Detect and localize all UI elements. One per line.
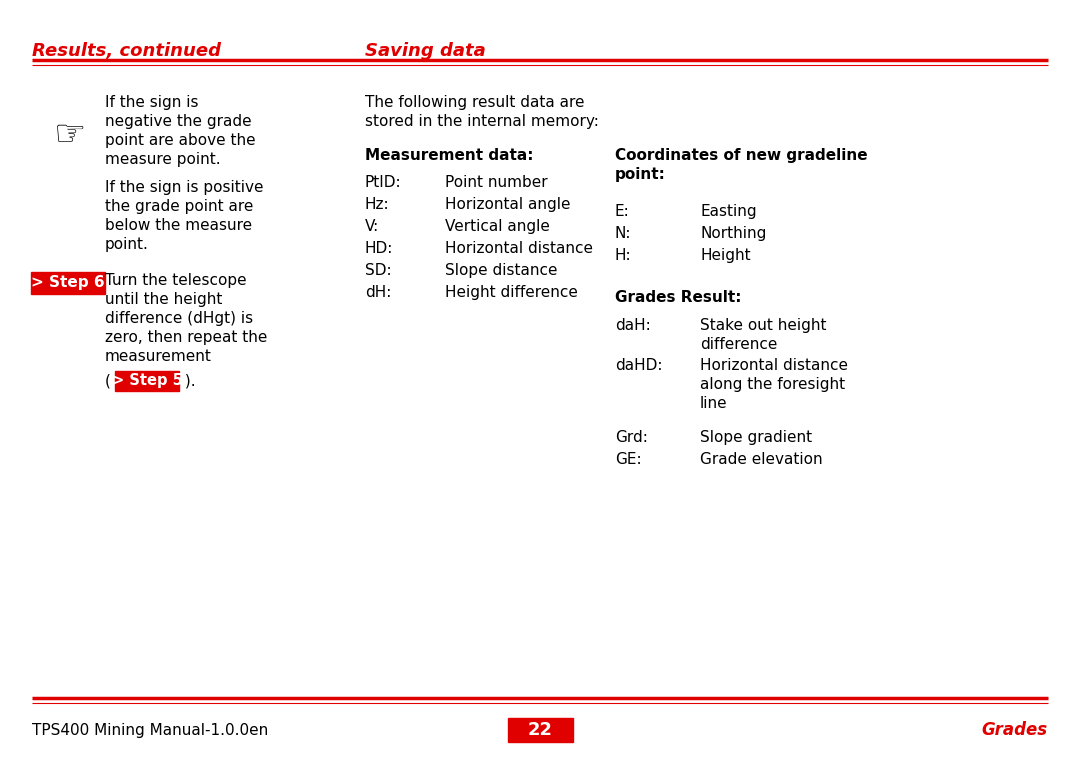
Text: N:: N: bbox=[615, 226, 632, 241]
Text: > Step 5: > Step 5 bbox=[111, 373, 183, 389]
Text: negative the grade: negative the grade bbox=[105, 114, 252, 129]
Text: point:: point: bbox=[615, 167, 666, 182]
Text: H:: H: bbox=[615, 248, 632, 263]
Text: Vertical angle: Vertical angle bbox=[445, 219, 550, 234]
Text: measurement: measurement bbox=[105, 349, 212, 364]
Text: PtID:: PtID: bbox=[365, 175, 402, 190]
Text: Height difference: Height difference bbox=[445, 285, 578, 300]
Text: Grades: Grades bbox=[982, 721, 1048, 739]
Text: > Step 6: > Step 6 bbox=[31, 276, 105, 290]
Text: If the sign is positive: If the sign is positive bbox=[105, 180, 264, 195]
Text: Grades Result:: Grades Result: bbox=[615, 290, 742, 305]
Text: zero, then repeat the: zero, then repeat the bbox=[105, 330, 268, 345]
Text: Grd:: Grd: bbox=[615, 430, 648, 445]
Text: below the measure: below the measure bbox=[105, 218, 252, 233]
Text: measure point.: measure point. bbox=[105, 152, 220, 167]
Text: Slope gradient: Slope gradient bbox=[700, 430, 812, 445]
Text: TPS400 Mining Manual-1.0.0en: TPS400 Mining Manual-1.0.0en bbox=[32, 723, 268, 737]
Text: daH:: daH: bbox=[615, 318, 651, 333]
Text: Easting: Easting bbox=[700, 204, 757, 219]
Text: HD:: HD: bbox=[365, 241, 393, 256]
Text: along the foresight: along the foresight bbox=[700, 377, 846, 392]
Text: Stake out height: Stake out height bbox=[700, 318, 826, 333]
Text: Horizontal distance: Horizontal distance bbox=[445, 241, 593, 256]
Text: difference: difference bbox=[700, 337, 778, 352]
Text: the grade point are: the grade point are bbox=[105, 199, 254, 214]
Text: dH:: dH: bbox=[365, 285, 391, 300]
Text: point are above the: point are above the bbox=[105, 133, 256, 148]
Text: Results, continued: Results, continued bbox=[32, 42, 221, 60]
Text: Grade elevation: Grade elevation bbox=[700, 452, 823, 467]
Text: Point number: Point number bbox=[445, 175, 548, 190]
Text: Height: Height bbox=[700, 248, 751, 263]
Text: E:: E: bbox=[615, 204, 630, 219]
Text: SD:: SD: bbox=[365, 263, 392, 278]
Text: GE:: GE: bbox=[615, 452, 642, 467]
Text: Northing: Northing bbox=[700, 226, 767, 241]
FancyBboxPatch shape bbox=[31, 272, 105, 294]
Text: stored in the internal memory:: stored in the internal memory: bbox=[365, 114, 599, 129]
Text: line: line bbox=[700, 396, 728, 411]
Text: Coordinates of new gradeline: Coordinates of new gradeline bbox=[615, 148, 867, 163]
Text: point.: point. bbox=[105, 237, 149, 252]
Text: Turn the telescope: Turn the telescope bbox=[105, 273, 246, 288]
Text: Slope distance: Slope distance bbox=[445, 263, 557, 278]
Text: The following result data are: The following result data are bbox=[365, 95, 584, 110]
Text: ).: ). bbox=[180, 373, 195, 388]
Text: 22: 22 bbox=[527, 721, 553, 739]
Text: difference (dHgt) is: difference (dHgt) is bbox=[105, 311, 253, 326]
Text: Hz:: Hz: bbox=[365, 197, 390, 212]
Text: If the sign is: If the sign is bbox=[105, 95, 199, 110]
Text: Horizontal angle: Horizontal angle bbox=[445, 197, 570, 212]
FancyBboxPatch shape bbox=[508, 718, 572, 742]
Text: Saving data: Saving data bbox=[365, 42, 486, 60]
Text: V:: V: bbox=[365, 219, 379, 234]
Text: daHD:: daHD: bbox=[615, 358, 662, 373]
Text: Measurement data:: Measurement data: bbox=[365, 148, 534, 163]
Text: until the height: until the height bbox=[105, 292, 222, 307]
Text: (: ( bbox=[105, 373, 116, 388]
Text: Horizontal distance: Horizontal distance bbox=[700, 358, 848, 373]
FancyBboxPatch shape bbox=[114, 371, 179, 391]
Text: ☞: ☞ bbox=[54, 117, 86, 151]
